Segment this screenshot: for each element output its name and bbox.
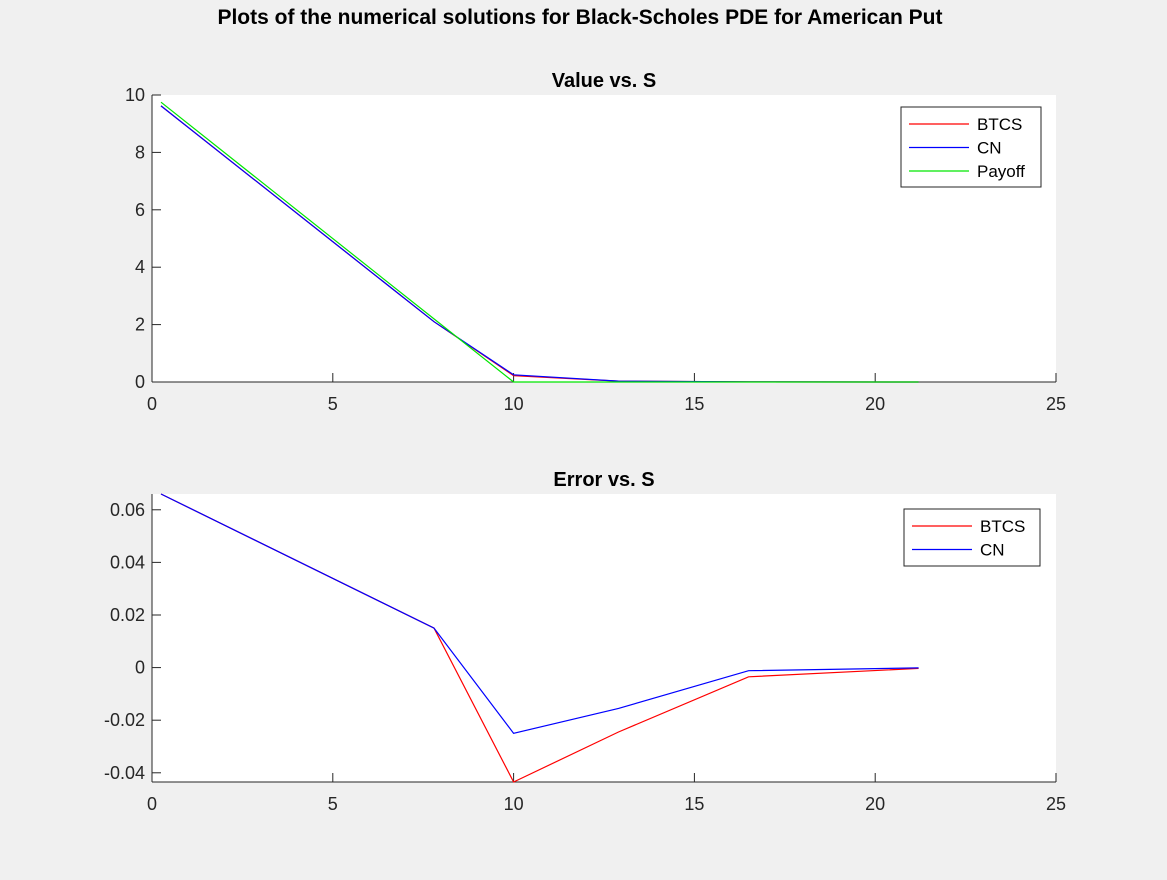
series-line-cn	[160, 493, 919, 734]
x-tick-label: 5	[328, 794, 338, 814]
legend: BTCS CN	[903, 508, 1041, 567]
x-tick-label: 15	[684, 394, 704, 414]
y-tick-label: 10	[125, 85, 145, 105]
y-tick-label: 0.06	[110, 500, 145, 520]
y-tick-label: -0.04	[104, 763, 145, 783]
y-tick-label: 0.02	[110, 605, 145, 625]
subplot-2: Error vs. S 0 5 10 15 20 25 -0.04 -0.02 0 0.02 0.04…	[104, 469, 1066, 814]
x-tick-label: 20	[865, 394, 885, 414]
y-tick-label: -0.02	[104, 710, 145, 730]
x-tick-label: 15	[684, 794, 704, 814]
legend-label-btcs: BTCS	[977, 115, 1022, 134]
y-tick-label: 0.04	[110, 552, 145, 572]
x-tick-label: 10	[504, 394, 524, 414]
figure-title: Plots of the numerical solutions for Bla…	[217, 6, 942, 29]
y-tick-label: 8	[135, 142, 145, 162]
x-tick-label: 10	[504, 794, 524, 814]
x-tick-label: 5	[328, 394, 338, 414]
x-tick-label: 0	[147, 794, 157, 814]
legend-label-btcs: BTCS	[980, 517, 1025, 536]
legend-label-payoff: Payoff	[977, 162, 1025, 181]
subplot-title: Error vs. S	[553, 469, 654, 491]
y-tick-label: 0	[135, 372, 145, 392]
y-tick-label: 6	[135, 200, 145, 220]
legend: BTCS CN Payoff	[900, 106, 1042, 188]
x-tick-label: 25	[1046, 394, 1066, 414]
y-tick-label: 4	[135, 257, 145, 277]
y-tick-label: 0	[135, 658, 145, 678]
legend-label-cn: CN	[980, 541, 1005, 560]
y-tick-label: 2	[135, 315, 145, 335]
subplot-1: Value vs. S 0 5 10 15 20 25 0 2 4 6 8 10 BTCS CN Payoff	[125, 70, 1066, 414]
subplots: Value vs. S 0 5 10 15 20 25 0 2 4 6 8 10 BTCS CN Payoff…	[104, 70, 1066, 814]
x-tick-label: 0	[147, 394, 157, 414]
x-tick-label: 25	[1046, 794, 1066, 814]
subplot-title: Value vs. S	[552, 70, 657, 92]
x-tick-label: 20	[865, 794, 885, 814]
legend-box	[903, 508, 1041, 567]
legend-label-cn: CN	[977, 139, 1002, 158]
series-line-payoff	[160, 101, 919, 383]
